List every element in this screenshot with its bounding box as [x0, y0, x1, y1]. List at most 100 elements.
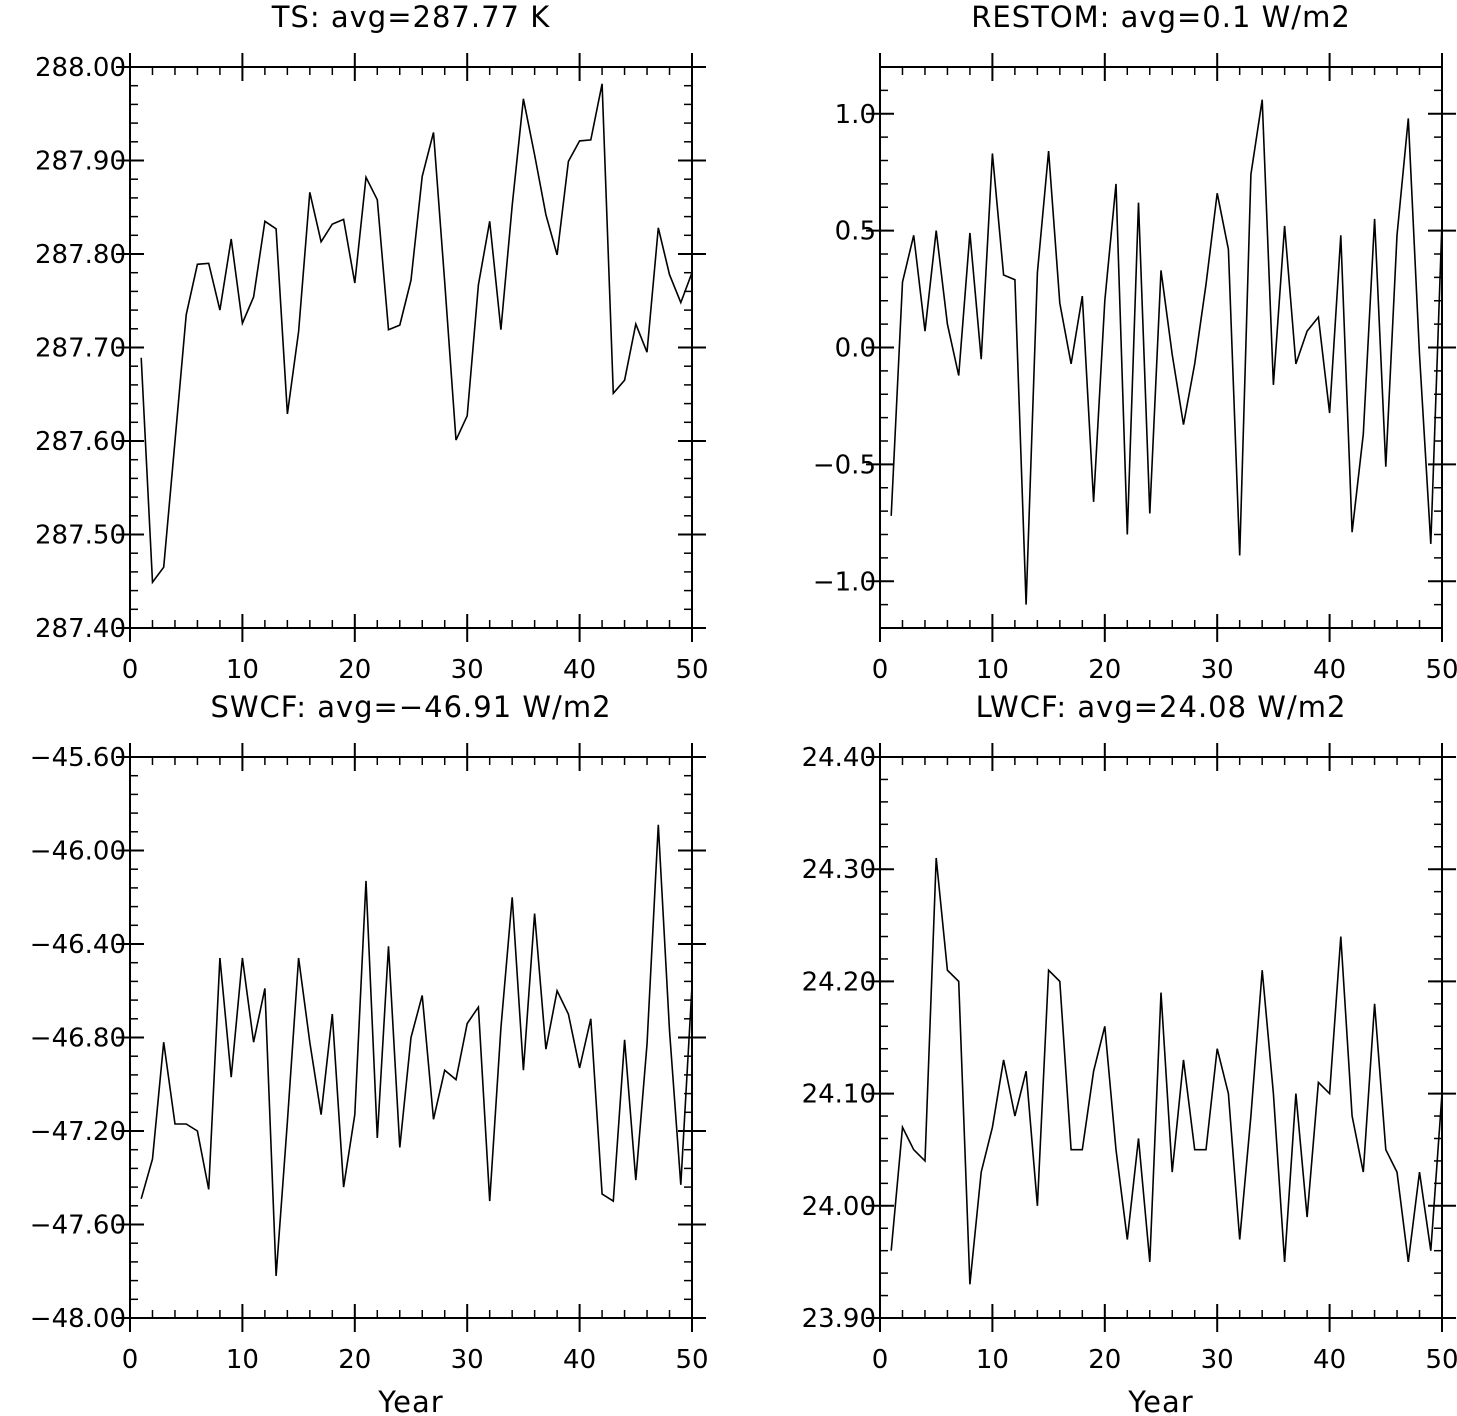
- data-point: [151, 1158, 153, 1160]
- data-point: [1250, 1115, 1252, 1117]
- x-tick-label: 20: [338, 655, 371, 685]
- data-point: [1396, 1171, 1398, 1173]
- data-point: [241, 322, 243, 324]
- data-point: [1138, 1137, 1140, 1139]
- data-point: [208, 1188, 210, 1190]
- data-point: [1362, 433, 1364, 435]
- data-point: [590, 1018, 592, 1020]
- data-point: [991, 1126, 993, 1128]
- data-point: [455, 1079, 457, 1081]
- data-point: [1115, 183, 1117, 185]
- data-point: [1171, 1171, 1173, 1173]
- y-tick-label: 24.40: [802, 743, 876, 773]
- data-point: [1430, 543, 1432, 545]
- data-point: [1160, 992, 1162, 994]
- y-tick-label: 24.00: [802, 1192, 876, 1222]
- data-point: [309, 1041, 311, 1043]
- data-point: [1081, 1149, 1083, 1151]
- x-tick-label: 40: [1313, 655, 1346, 685]
- data-point: [399, 1146, 401, 1148]
- data-point: [1272, 384, 1274, 386]
- data-point: [1261, 969, 1263, 971]
- data-point: [1014, 1115, 1016, 1117]
- data-point: [399, 324, 401, 326]
- data-point: [331, 223, 333, 225]
- data-point: [432, 1118, 434, 1120]
- chart-title: LWCF: avg=24.08 W/m2: [976, 690, 1347, 724]
- x-tick-label: 40: [563, 655, 596, 685]
- y-tick-label: 287.90: [35, 147, 126, 177]
- x-tick-label: 10: [226, 655, 259, 685]
- data-point: [1048, 969, 1050, 971]
- data-point: [185, 314, 187, 316]
- data-point: [946, 969, 948, 971]
- data-point: [264, 987, 266, 989]
- data-point: [1419, 1171, 1421, 1173]
- data-point: [1295, 1093, 1297, 1095]
- y-tick-label: −47.20: [30, 1117, 126, 1147]
- y-tick-label: −46.40: [30, 930, 126, 960]
- x-tick-label: 0: [122, 1345, 139, 1375]
- y-tick-label: 288.00: [35, 53, 126, 83]
- chart-title: RESTOM: avg=0.1 W/m2: [971, 0, 1351, 34]
- x-tick-label: 30: [1201, 1345, 1234, 1375]
- data-point: [511, 204, 513, 206]
- data-point: [140, 357, 142, 359]
- x-tick-label: 10: [226, 1345, 259, 1375]
- data-point: [253, 296, 255, 298]
- data-point: [1194, 363, 1196, 365]
- data-point: [477, 284, 479, 286]
- data-point: [1317, 316, 1319, 318]
- data-point: [958, 980, 960, 982]
- data-point: [1149, 1261, 1151, 1263]
- data-point: [1126, 534, 1128, 536]
- x-tick-label: 10: [976, 1345, 1009, 1375]
- data-point: [253, 1041, 255, 1043]
- series-line: [140, 824, 693, 1276]
- data-point: [1441, 220, 1443, 222]
- data-point: [286, 413, 288, 415]
- data-point: [376, 1137, 378, 1139]
- data-point: [534, 913, 536, 915]
- data-point: [1104, 1025, 1106, 1027]
- chart-title: SWCF: avg=−46.91 W/m2: [210, 690, 611, 724]
- data-point: [612, 1200, 614, 1202]
- data-point: [1104, 300, 1106, 302]
- data-point: [1059, 302, 1061, 304]
- data-point: [980, 1171, 982, 1173]
- x-tick-label: 0: [872, 655, 889, 685]
- x-tick-label: 50: [675, 655, 708, 685]
- data-point: [1093, 1070, 1095, 1072]
- data-point: [1025, 1070, 1027, 1072]
- plot-frame: [129, 66, 693, 629]
- data-point: [196, 1130, 198, 1132]
- data-point: [275, 1275, 277, 1277]
- data-point: [901, 1126, 903, 1128]
- chart-panel-0: TS: avg=287.77 K 287.40 287.50 287.60 287.70…: [35, 0, 709, 685]
- data-point: [1351, 531, 1353, 533]
- data-point: [522, 98, 524, 100]
- data-point: [1014, 279, 1016, 281]
- data-point: [421, 994, 423, 996]
- data-point: [151, 581, 153, 583]
- data-point: [466, 1022, 468, 1024]
- y-tick-label: −48.00: [30, 1304, 126, 1334]
- data-point: [1216, 192, 1218, 194]
- data-point: [1306, 1216, 1308, 1218]
- y-tick-label: 1.0: [835, 100, 876, 130]
- data-point: [1385, 466, 1387, 468]
- x-tick-label: 40: [563, 1345, 596, 1375]
- data-point: [890, 515, 892, 517]
- data-point: [556, 990, 558, 992]
- data-point: [657, 824, 659, 826]
- x-tick-label: 10: [976, 655, 1009, 685]
- data-point: [1284, 1261, 1286, 1263]
- data-point: [579, 140, 581, 142]
- data-point: [1003, 1059, 1005, 1061]
- data-point: [646, 351, 648, 353]
- data-point: [286, 1121, 288, 1123]
- data-point: [1340, 936, 1342, 938]
- y-tick-label: 24.20: [802, 967, 876, 997]
- data-point: [601, 1193, 603, 1195]
- data-point: [946, 323, 948, 325]
